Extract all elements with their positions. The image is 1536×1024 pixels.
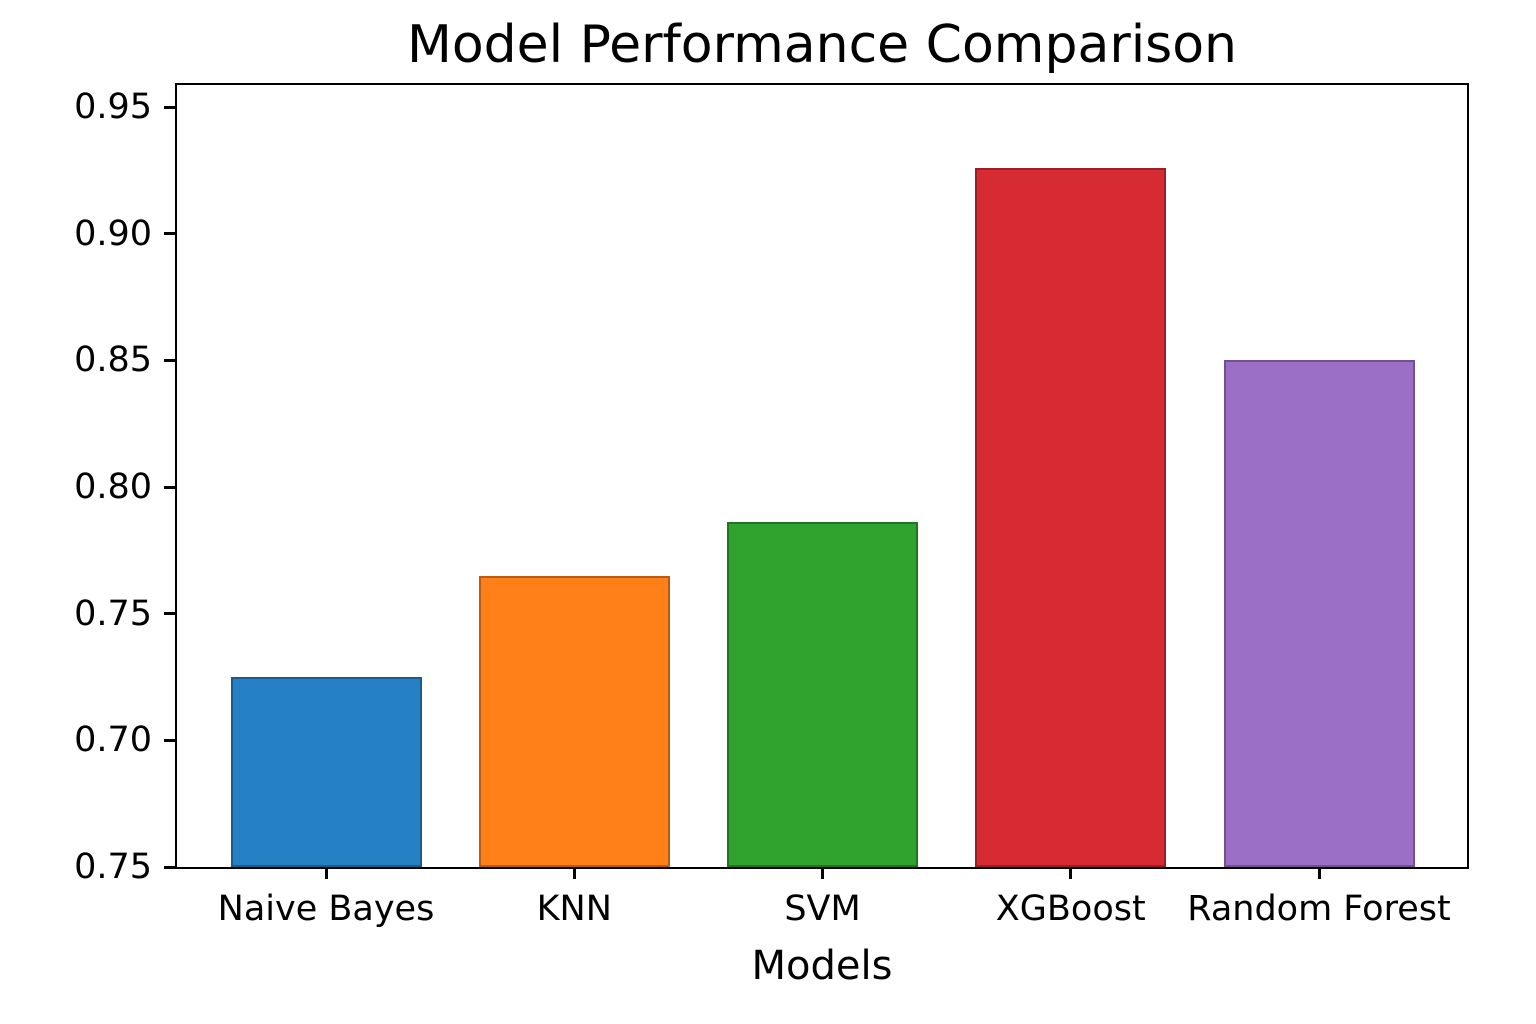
chart-title: Model Performance Comparison [406, 15, 1238, 75]
y-tick-label: 0.70 [74, 720, 152, 761]
x-tick-label-knn: KNN [536, 889, 612, 929]
x-axis-title: Models [751, 943, 893, 989]
y-tick-mark [164, 232, 177, 236]
x-tick-mark [324, 869, 328, 879]
y-tick-mark [164, 105, 177, 109]
x-tick-label-naive-bayes: Naive Bayes [217, 889, 435, 929]
y-tick-mark [164, 738, 177, 742]
y-tick-label: 0.85 [74, 340, 152, 381]
y-tick-label: 0.90 [74, 213, 152, 254]
y-tick-mark [164, 358, 177, 362]
x-tick-mark [1069, 869, 1073, 879]
bar-random-forest [1223, 360, 1415, 867]
bar-naive-bayes [230, 677, 422, 867]
bar-knn [478, 575, 670, 867]
y-tick-mark [164, 865, 177, 869]
x-tick-mark [821, 869, 824, 879]
y-tick-label: 0.75 [74, 847, 152, 887]
x-tick-mark [1317, 869, 1321, 879]
y-tick-label: 0.75 [74, 593, 152, 634]
x-tick-label-xgboost: XGBoost [995, 889, 1146, 929]
y-tick-mark [164, 612, 177, 616]
y-tick-mark [164, 485, 177, 489]
x-tick-mark [572, 869, 576, 879]
y-tick-label: 0.95 [74, 87, 152, 128]
x-tick-label-random-forest: Random Forest [1187, 889, 1451, 929]
y-tick-label: 0.80 [74, 467, 152, 508]
bar-xgboost [975, 167, 1167, 867]
x-tick-label-svm: SVM [784, 889, 861, 929]
bar-svm [727, 522, 918, 867]
